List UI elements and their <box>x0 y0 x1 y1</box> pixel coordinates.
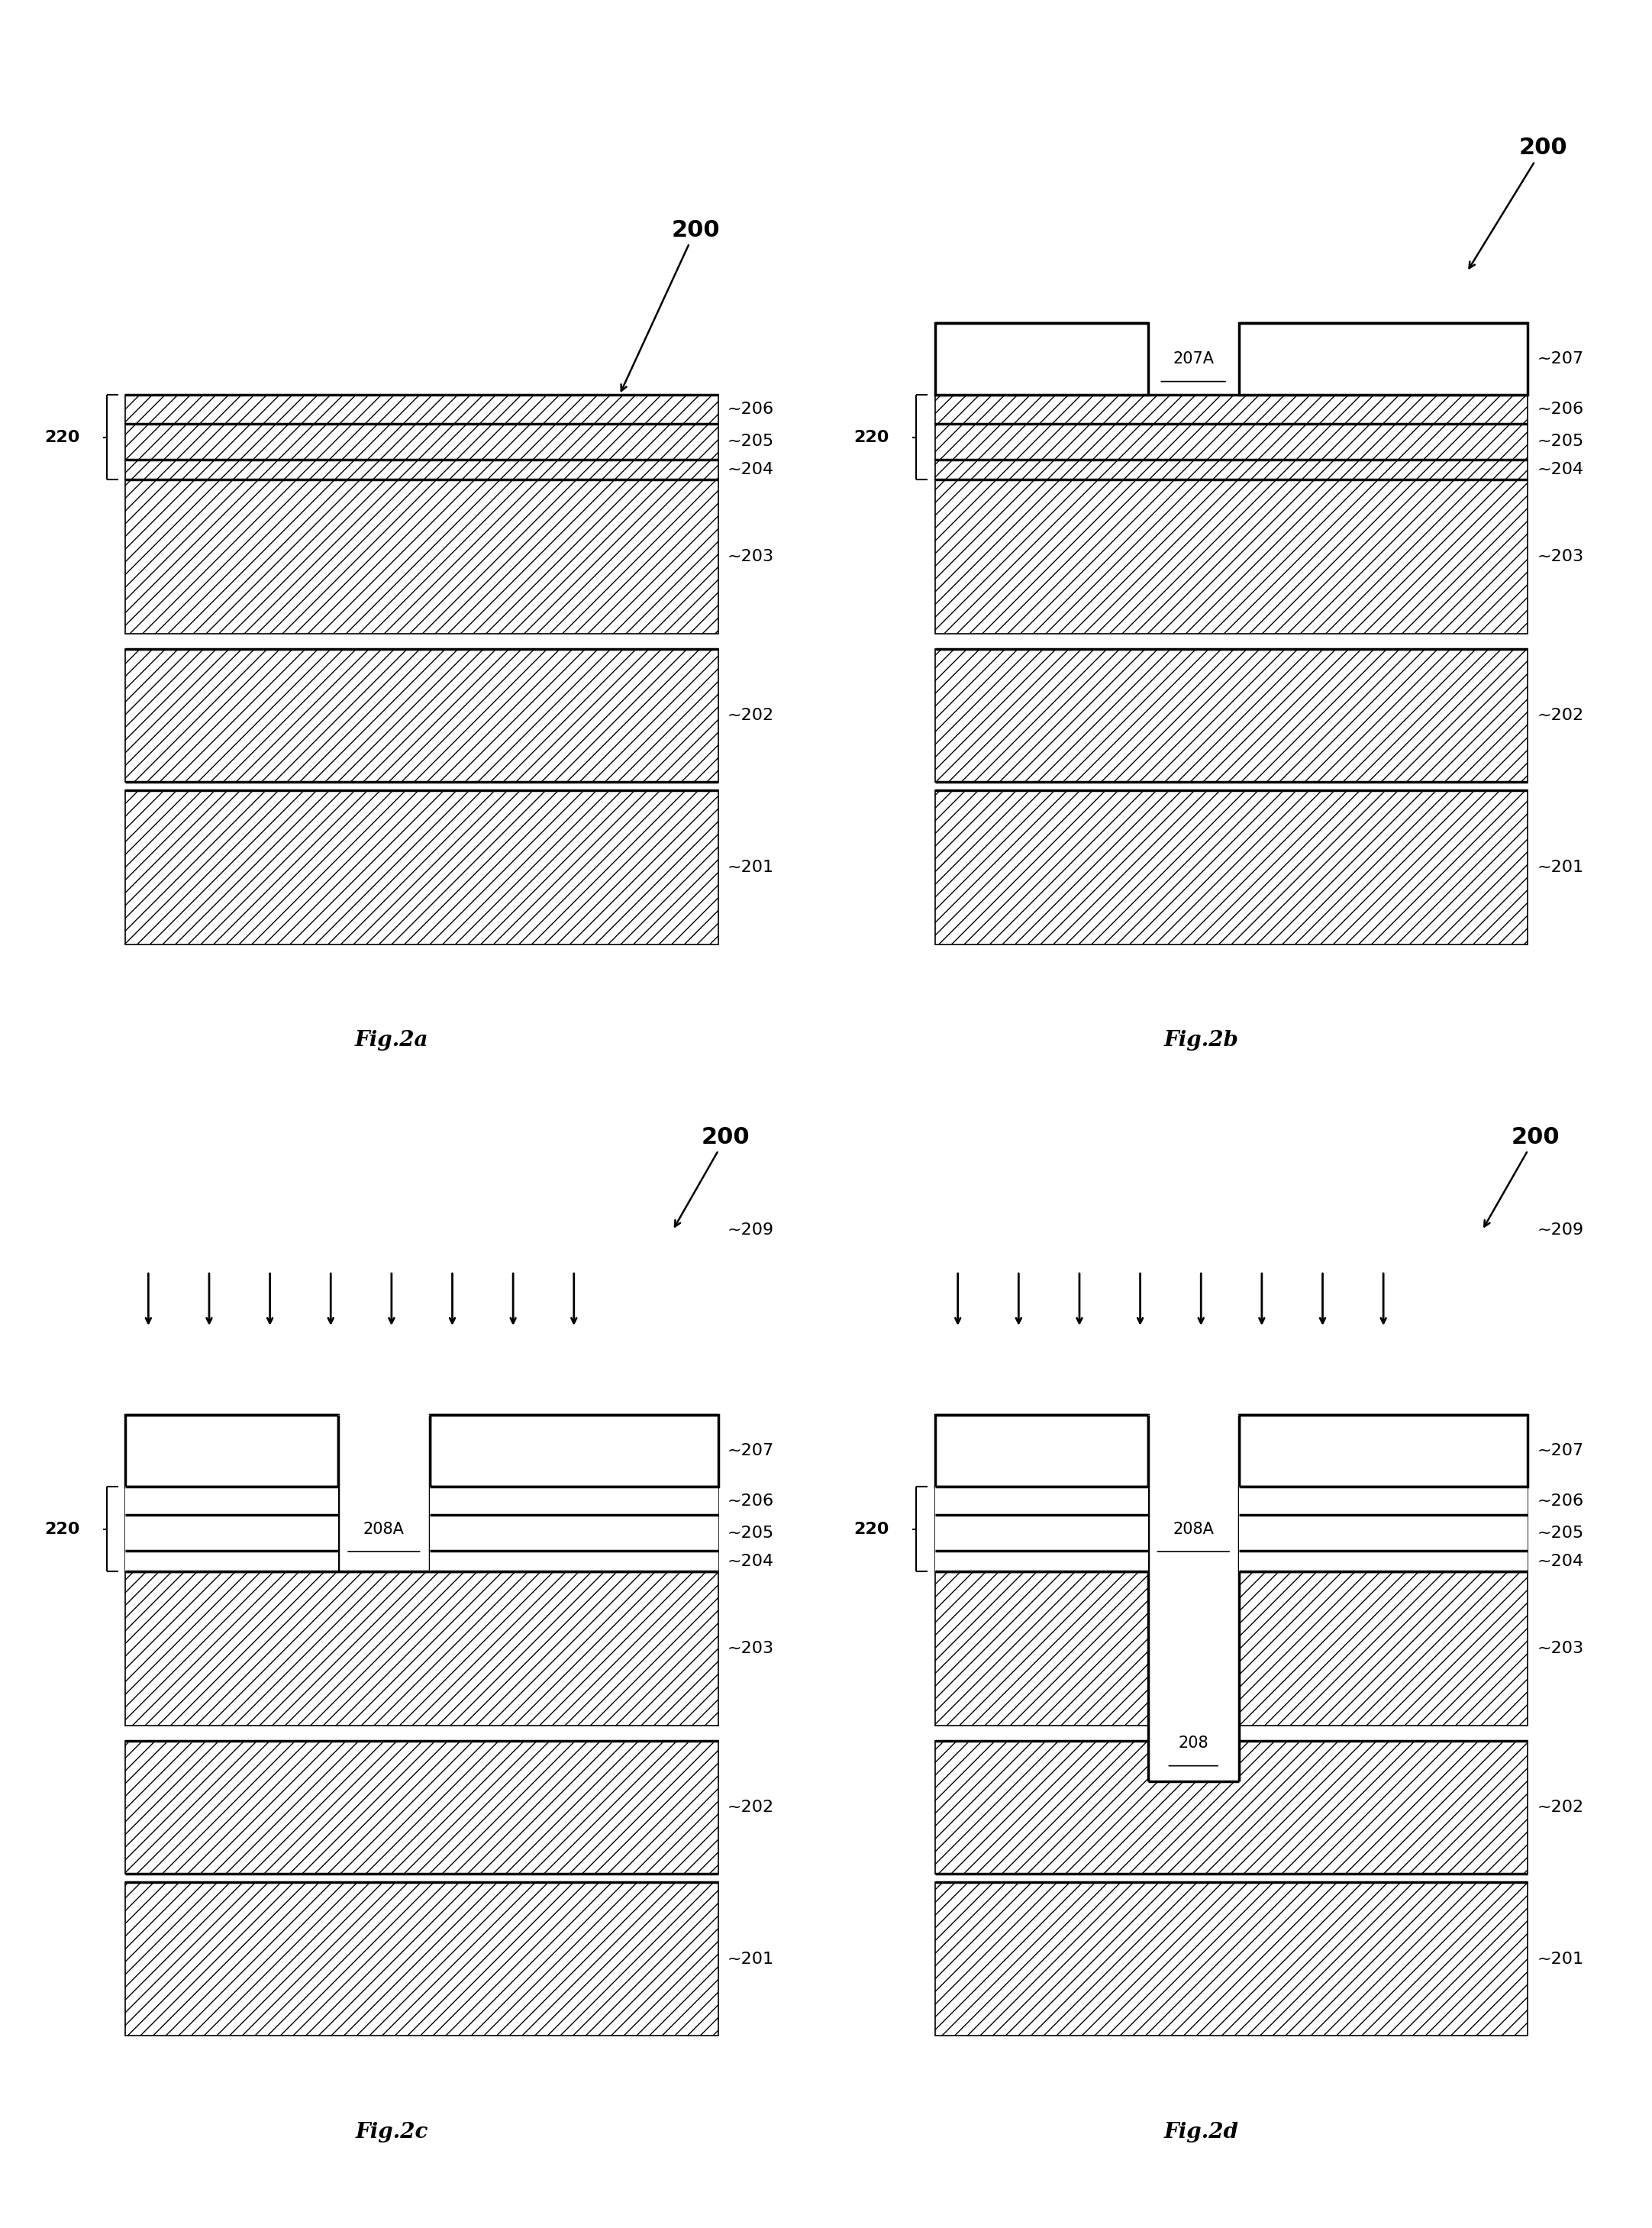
Bar <box>935 1486 1148 1515</box>
Bar <box>935 1571 1528 1724</box>
Text: ~207: ~207 <box>1536 352 1584 368</box>
Bar <box>1148 1415 1239 1782</box>
Text: ~206: ~206 <box>727 401 775 417</box>
Text: Fig.2c: Fig.2c <box>355 2121 428 2143</box>
Text: ~204: ~204 <box>1536 461 1584 477</box>
Text: 220: 220 <box>854 1522 889 1537</box>
Bar <box>935 648 1528 782</box>
Bar <box>430 1551 719 1571</box>
Text: ~203: ~203 <box>727 1640 775 1655</box>
Text: 200: 200 <box>1469 136 1568 267</box>
Text: ~209: ~209 <box>727 1223 775 1239</box>
Text: ~204: ~204 <box>727 461 775 477</box>
Text: ~203: ~203 <box>1536 1640 1584 1655</box>
Bar <box>430 1415 719 1486</box>
Text: 220: 220 <box>45 430 79 446</box>
Text: ~205: ~205 <box>727 434 775 450</box>
Text: ~201: ~201 <box>727 1952 775 1967</box>
Text: 207A: 207A <box>1173 352 1214 368</box>
Bar <box>1239 1415 1528 1486</box>
Bar <box>1239 323 1528 394</box>
Text: ~206: ~206 <box>1536 1493 1584 1508</box>
Bar <box>339 1415 430 1571</box>
Text: 200: 200 <box>674 1125 750 1228</box>
Bar <box>126 394 719 423</box>
Bar <box>126 1883 719 2036</box>
Bar <box>935 394 1528 423</box>
Text: 208A: 208A <box>1173 1522 1214 1537</box>
Text: ~201: ~201 <box>1536 1952 1584 1967</box>
Bar <box>126 1515 339 1551</box>
Text: ~209: ~209 <box>1536 1223 1584 1239</box>
Text: 208: 208 <box>1178 1736 1209 1751</box>
Text: 220: 220 <box>854 430 889 446</box>
Text: Fig.2d: Fig.2d <box>1163 2121 1239 2143</box>
Bar <box>935 1551 1148 1571</box>
Bar <box>935 479 1528 633</box>
Bar <box>935 459 1528 479</box>
Bar <box>935 1740 1528 1874</box>
Bar <box>935 791 1528 945</box>
Bar <box>126 1740 719 1874</box>
Text: ~203: ~203 <box>1536 548 1584 564</box>
Bar <box>935 1551 1528 1571</box>
Bar <box>935 423 1528 459</box>
Bar <box>935 1883 1528 2036</box>
Bar <box>126 791 719 945</box>
Bar <box>1239 1486 1528 1515</box>
Text: ~207: ~207 <box>1536 1444 1584 1459</box>
Text: ~205: ~205 <box>1536 1526 1584 1542</box>
Bar <box>935 1515 1528 1551</box>
Bar <box>126 1486 719 1515</box>
Bar <box>126 1551 339 1571</box>
Bar <box>126 1551 719 1571</box>
Text: ~207: ~207 <box>727 1444 775 1459</box>
Text: ~202: ~202 <box>727 1800 775 1816</box>
Bar <box>935 1415 1148 1486</box>
Bar <box>126 1515 719 1551</box>
Text: ~204: ~204 <box>727 1553 775 1569</box>
Text: 200: 200 <box>1483 1125 1559 1228</box>
Text: Fig.2b: Fig.2b <box>1163 1029 1239 1052</box>
Bar <box>1239 1551 1528 1571</box>
Bar <box>430 1515 719 1551</box>
Bar <box>126 648 719 782</box>
Text: ~204: ~204 <box>1536 1553 1584 1569</box>
Text: Fig.2a: Fig.2a <box>355 1029 428 1052</box>
Bar <box>126 479 719 633</box>
Text: 220: 220 <box>45 1522 79 1537</box>
Bar <box>126 1415 339 1486</box>
Bar <box>1239 1515 1528 1551</box>
Bar <box>935 1486 1528 1515</box>
Text: ~202: ~202 <box>727 709 775 724</box>
Text: ~206: ~206 <box>1536 401 1584 417</box>
Bar <box>126 423 719 459</box>
Bar <box>126 1571 719 1724</box>
Text: ~202: ~202 <box>1536 709 1584 724</box>
Text: ~201: ~201 <box>1536 860 1584 876</box>
Text: ~201: ~201 <box>727 860 775 876</box>
Bar <box>935 323 1148 394</box>
Bar <box>430 1486 719 1515</box>
Text: ~202: ~202 <box>1536 1800 1584 1816</box>
Text: ~205: ~205 <box>1536 434 1584 450</box>
Text: ~206: ~206 <box>727 1493 775 1508</box>
Text: 200: 200 <box>621 218 720 390</box>
Text: 208A: 208A <box>363 1522 405 1537</box>
Bar <box>126 459 719 479</box>
Text: ~205: ~205 <box>727 1526 775 1542</box>
Text: ~203: ~203 <box>727 548 775 564</box>
Bar <box>935 1515 1148 1551</box>
Bar <box>126 1486 339 1515</box>
